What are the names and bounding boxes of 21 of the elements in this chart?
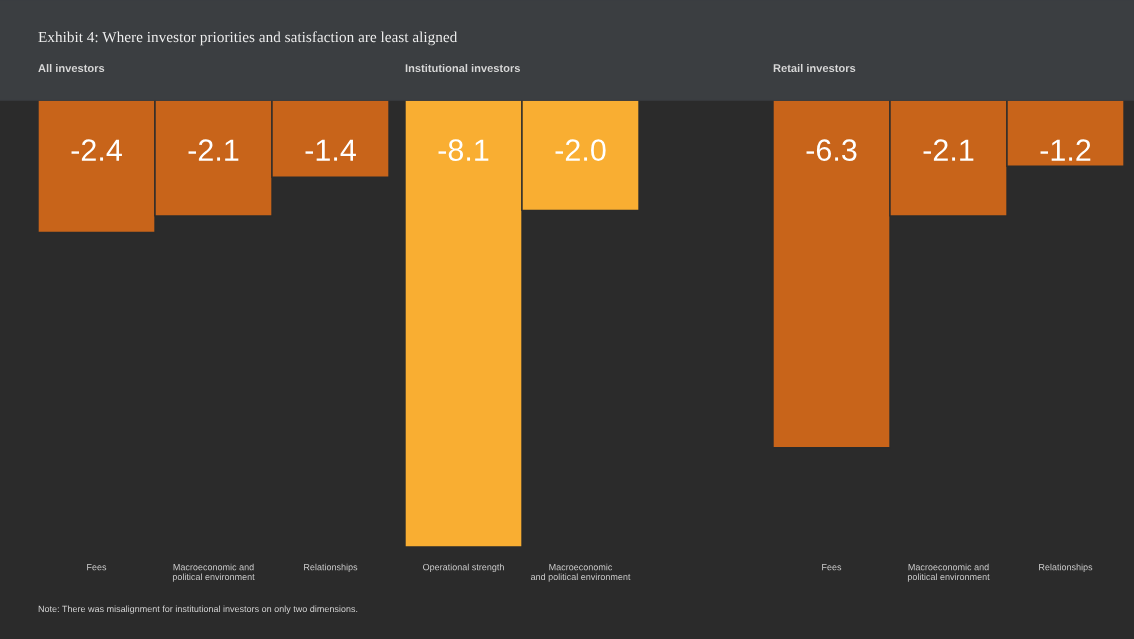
data-label: -2.1 — [188, 139, 239, 161]
x-tick-label: Fees — [822, 564, 842, 571]
data-label: -1.2 — [1040, 139, 1091, 161]
data-label: -1.4 — [305, 139, 356, 161]
chart-subtitle: Institutional investors — [405, 63, 520, 73]
data-label: -2.0 — [555, 139, 606, 161]
x-tick-label: Relationships — [1039, 563, 1093, 573]
x-tick-label: Relationships — [304, 563, 358, 573]
data-label: -2.1 — [923, 139, 974, 161]
x-tick-label: Macroeconomic and political environment — [907, 563, 990, 582]
x-tick-label: Operational strength — [423, 563, 504, 573]
x-tick-label: Macroeconomic and political environment — [530, 563, 631, 582]
data-label: -6.3 — [806, 139, 857, 161]
x-tick-label: Fees — [87, 564, 107, 571]
text: Note: There was misalignment for institutional investors on only two dimensions. — [38, 605, 358, 614]
chart-subtitle: Retail investors — [773, 63, 856, 73]
data-label: -2.4 — [71, 139, 122, 161]
chart-title: Exhibit 4: Where investor priorities and satisfaction are least aligned — [38, 31, 458, 46]
x-tick-label: Macroeconomic and political environment — [172, 563, 255, 582]
data-label: -8.1 — [438, 139, 489, 161]
chart-subtitle: All investors — [38, 63, 105, 73]
